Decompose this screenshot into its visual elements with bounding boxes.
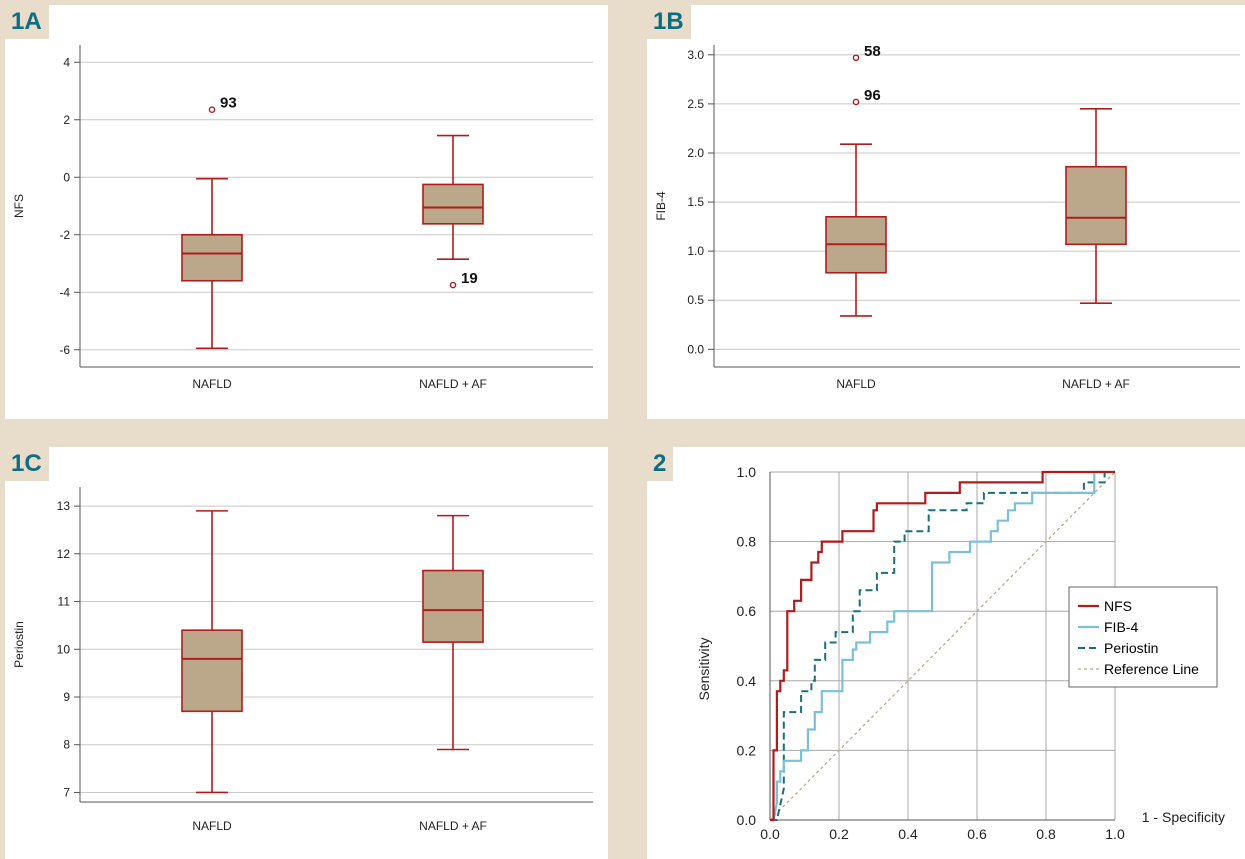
ytick-label: 1.5 [687, 195, 704, 209]
xtick-label: 0.6 [967, 826, 987, 842]
xtick-label: 0.0 [760, 826, 780, 842]
ytick-label: -4 [59, 285, 70, 299]
panel-1b: 3.0 2.5 2.0 1.5 1.0 0.5 0.0 FIB-4 NAFLD NAFLD + A… [647, 5, 1245, 419]
ytick-label: 1.0 [687, 244, 704, 258]
outlier-point [208, 106, 216, 113]
panel-label-1b: 1B [647, 5, 694, 42]
legend-label: Periostin [1104, 640, 1158, 656]
xtick-label: 0.4 [898, 826, 918, 842]
box-nafld: 58 96 [825, 43, 887, 317]
panel-label-1c: 1C [5, 447, 52, 484]
ytick-label: 0 [63, 170, 70, 184]
ytick-label: 12 [57, 547, 71, 561]
roc-curve-chart: 0.0 0.2 0.4 0.6 0.8 1.0 1.0 0.8 0.6 0.4 0.2 0.0 1 - … [696, 464, 1225, 842]
boxplot-periostin: 13 12 11 10 9 8 7 Periostin NAFLD NAFLD + AF [12, 487, 593, 833]
box-iqr [422, 569, 484, 643]
x-category-label: NAFLD + AF [419, 819, 487, 833]
x-category-label: NAFLD [836, 377, 876, 391]
roc-line-fib-4 [770, 470, 1115, 822]
y-axis-title: FIB-4 [654, 191, 668, 221]
x-category-label: NAFLD [192, 377, 232, 391]
roc-line-reference-line [769, 471, 1116, 821]
outlier-point [449, 281, 457, 289]
ytick-label: -6 [59, 343, 70, 357]
ytick-label: 11 [58, 595, 71, 609]
ytick-label: 10 [57, 642, 71, 656]
axes-1A: 4 2 0 -2 -4 -6 NFS NAFLD NAFLD + AF [12, 45, 593, 391]
outlier-label: 93 [220, 95, 237, 112]
box-iqr [181, 233, 243, 282]
box-nafld [181, 510, 243, 794]
xtick-label: 0.8 [1036, 826, 1056, 842]
outlier-point [852, 54, 860, 62]
x-axis-title: 1 - Specificity [1142, 809, 1225, 825]
xtick-label: 0.2 [829, 826, 849, 842]
ytick-label: 0.6 [737, 603, 757, 619]
ytick-label: 0.2 [737, 742, 757, 758]
ytick-label: 0.4 [737, 673, 757, 689]
y-axis-title: Sensitivity [696, 637, 712, 700]
ytick-label: 0.8 [737, 534, 757, 550]
roc-line-periostin [770, 471, 1115, 821]
outlier-label: 58 [864, 43, 881, 60]
ytick-label: 8 [63, 738, 70, 752]
box-nafld-af [422, 514, 484, 751]
ytick-label: 2.5 [687, 97, 704, 111]
axes-1C: 13 12 11 10 9 8 7 Periostin NAFLD NAFLD + AF [12, 487, 593, 833]
ytick-label: 9 [63, 690, 70, 704]
legend-label: NFS [1104, 598, 1132, 614]
roc-line-nfs [770, 470, 1115, 822]
outlier-point [852, 98, 860, 106]
panel-2: 0.0 0.2 0.4 0.6 0.8 1.0 1.0 0.8 0.6 0.4 0.2 0.0 1 - … [647, 447, 1245, 859]
panel-label-2: 2 [647, 447, 677, 484]
outlier-label: 96 [864, 87, 881, 104]
ytick-label: 4 [63, 55, 70, 69]
panel-1a: 4 2 0 -2 -4 -6 NFS NAFLD NAFLD + AF 93 19 1A [5, 5, 608, 419]
panel-label-1a: 1A [5, 5, 52, 42]
ytick-label: 0.0 [737, 812, 757, 828]
ytick-label: 7 [63, 785, 70, 799]
x-category-label: NAFLD + AF [1062, 377, 1130, 391]
box-iqr [181, 629, 243, 713]
axes-1B: 3.0 2.5 2.0 1.5 1.0 0.5 0.0 FIB-4 NAFLD NAFLD + A… [654, 45, 1240, 391]
panel-1c: 13 12 11 10 9 8 7 Periostin NAFLD NAFLD + AF 1C [5, 447, 608, 859]
legend-label: Reference Line [1104, 661, 1199, 677]
ytick-label: 2 [63, 113, 70, 127]
xtick-label: 1.0 [1105, 826, 1125, 842]
y-axis-title: NFS [12, 194, 26, 218]
legend: NFS FIB-4 Periostin Reference Line [1068, 586, 1218, 688]
ytick-label: 2.0 [687, 146, 704, 160]
boxplot-fib4: 3.0 2.5 2.0 1.5 1.0 0.5 0.0 FIB-4 NAFLD NAFLD + A… [654, 43, 1240, 391]
legend-label: FIB-4 [1104, 619, 1138, 635]
box-iqr [1065, 165, 1127, 246]
box-nafld: 93 [181, 95, 243, 350]
legend-box [1068, 586, 1218, 688]
ytick-label: 3.0 [687, 48, 704, 62]
x-category-label: NAFLD + AF [419, 377, 487, 391]
y-axis-title: Periostin [12, 621, 26, 668]
box-nafld-af [1065, 108, 1127, 304]
ytick-label: 1.0 [737, 464, 757, 480]
ytick-label: 13 [57, 499, 71, 513]
box-nafld-af: 19 [422, 134, 484, 289]
boxplot-nfs: 4 2 0 -2 -4 -6 NFS NAFLD NAFLD + AF 93 19 [12, 45, 593, 391]
box-iqr [422, 183, 484, 225]
x-category-label: NAFLD [192, 819, 232, 833]
ytick-label: 0.5 [687, 293, 704, 307]
ytick-label: 0.0 [687, 342, 704, 356]
ytick-label: -2 [59, 228, 70, 242]
outlier-label: 19 [461, 270, 478, 287]
axes-roc: 0.0 0.2 0.4 0.6 0.8 1.0 1.0 0.8 0.6 0.4 0.2 0.0 1 - … [696, 464, 1225, 842]
